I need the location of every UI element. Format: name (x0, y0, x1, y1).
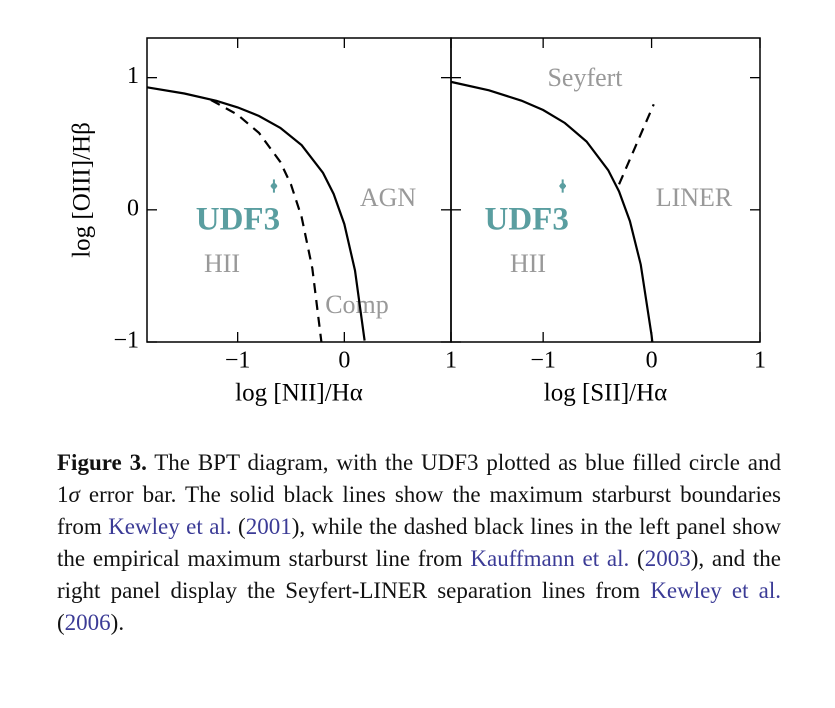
caption-text: ). (110, 610, 125, 635)
caption-text: ( (57, 610, 65, 635)
citation-year[interactable]: 2003 (644, 546, 691, 571)
data-point (559, 183, 566, 190)
point-label: UDF3 (196, 202, 280, 238)
y-tick-label: −1 (113, 328, 139, 354)
region-label: LINER (656, 183, 733, 212)
y-axis-label: log [OIII]/Hβ (69, 122, 96, 258)
caption-text: ( (637, 546, 645, 571)
caption-text: σ (68, 482, 80, 507)
point-label: UDF3 (485, 202, 569, 238)
region-label: Seyfert (547, 63, 623, 92)
dashed-boundary (210, 99, 323, 343)
solid-boundary (450, 80, 654, 343)
solid-boundary (146, 86, 366, 341)
dashed-boundary (618, 103, 655, 185)
caption: Figure 3. The BPT diagram, with the UDF3… (57, 447, 781, 639)
x-tick-label: −1 (225, 348, 251, 374)
caption-text: The BPT diagram, with the UDF3 plotted a… (57, 450, 781, 507)
citation[interactable]: Kewley et al. (650, 578, 782, 603)
x-tick-label: −1 (530, 348, 556, 374)
region-label: HII (510, 249, 546, 278)
citation-year[interactable]: 2006 (64, 610, 111, 635)
caption-text: ( (238, 514, 246, 539)
citation-year[interactable]: 2001 (245, 514, 292, 539)
x-tick-label: 0 (646, 348, 658, 374)
axes-frame (450, 37, 761, 343)
y-tick-label: 1 (127, 63, 139, 89)
region-label: Comp (325, 290, 389, 319)
caption-text: error bar. The solid black lines show th… (57, 482, 781, 539)
x-axis-label: log [SII]/Hα (544, 380, 668, 407)
caption-text: ), while the dashed black lines in the l… (57, 514, 782, 571)
region-label: AGN (360, 183, 417, 212)
region-label: HII (204, 249, 240, 278)
x-axis-label: log [NII]/Hα (235, 380, 363, 407)
x-tick-label: 0 (338, 348, 350, 374)
citation[interactable]: Kewley et al. (108, 514, 232, 539)
citation[interactable]: Kauffmann et al. (470, 546, 630, 571)
x-tick-label: 1 (754, 348, 766, 374)
figure: −1 0 1 −1 0 1 log [NII]/Hα log [OIII]/Hβ AGN HII C… (69, 37, 766, 407)
data-point (270, 183, 277, 190)
y-tick-label: 0 (127, 195, 139, 221)
caption-label: Figure 3. (57, 450, 147, 475)
caption-text: ), and the right panel display the Seyfe… (57, 546, 782, 603)
x-tick-label: 1 (445, 348, 457, 374)
